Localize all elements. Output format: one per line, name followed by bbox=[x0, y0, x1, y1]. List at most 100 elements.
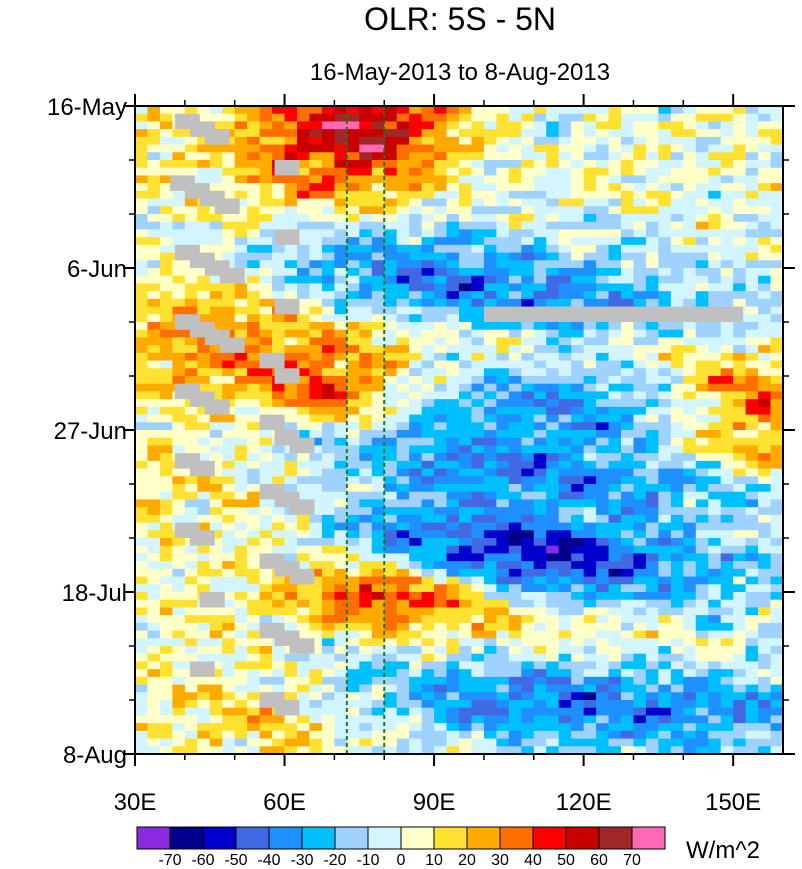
field-cell bbox=[384, 106, 398, 115]
field-cell bbox=[596, 221, 610, 231]
field-cell bbox=[546, 136, 560, 146]
field-cell bbox=[247, 391, 261, 400]
field-cell bbox=[758, 399, 772, 408]
field-cell bbox=[745, 244, 759, 254]
field-cell bbox=[708, 144, 722, 153]
field-cell bbox=[247, 106, 261, 115]
field-cell bbox=[259, 738, 273, 747]
field-cell bbox=[583, 592, 597, 601]
field-cell bbox=[683, 206, 697, 215]
field-cell bbox=[770, 113, 784, 123]
field-cell bbox=[670, 244, 684, 254]
field-cell bbox=[483, 445, 497, 454]
field-cell bbox=[259, 314, 273, 323]
field-cell bbox=[396, 337, 410, 346]
field-cell bbox=[172, 476, 186, 485]
field-cell bbox=[621, 484, 635, 493]
field-cell bbox=[384, 646, 398, 655]
field-cell bbox=[446, 530, 460, 539]
field-cell bbox=[496, 106, 510, 115]
field-cell bbox=[421, 383, 435, 393]
field-cell bbox=[247, 646, 261, 655]
field-cell bbox=[608, 383, 622, 393]
field-cell bbox=[222, 723, 236, 732]
field-cell bbox=[558, 460, 572, 470]
field-cell bbox=[421, 314, 435, 323]
field-cell bbox=[621, 723, 635, 732]
field-cell bbox=[533, 360, 547, 369]
field-cell bbox=[758, 622, 772, 632]
field-cell bbox=[297, 368, 311, 377]
field-cell bbox=[334, 453, 348, 462]
field-cell bbox=[496, 553, 510, 562]
field-cell bbox=[571, 414, 585, 423]
field-cell bbox=[247, 553, 261, 562]
field-cell bbox=[209, 352, 223, 362]
field-cell bbox=[159, 576, 173, 585]
field-cell bbox=[159, 468, 173, 477]
field-cell bbox=[645, 592, 659, 601]
field-cell bbox=[695, 522, 709, 531]
field-cell bbox=[670, 453, 684, 462]
field-cell bbox=[346, 437, 360, 447]
field-cell bbox=[483, 430, 497, 439]
field-cell bbox=[209, 376, 223, 385]
field-cell bbox=[645, 437, 659, 447]
field-cell bbox=[321, 460, 335, 470]
field-cell bbox=[658, 445, 672, 454]
field-cell bbox=[259, 522, 273, 531]
field-cell bbox=[770, 615, 784, 624]
field-cell bbox=[309, 584, 323, 593]
field-cell bbox=[334, 275, 348, 285]
field-cell bbox=[633, 460, 647, 470]
field-cell bbox=[745, 167, 759, 177]
field-cell bbox=[297, 329, 311, 339]
field-cell bbox=[758, 553, 772, 562]
field-cell bbox=[733, 430, 747, 439]
field-cell bbox=[222, 491, 236, 501]
field-cell bbox=[384, 383, 398, 393]
field-cell bbox=[621, 183, 635, 192]
field-cell bbox=[658, 383, 672, 393]
field-cell bbox=[571, 599, 585, 609]
field-cell bbox=[621, 746, 635, 755]
field-cell bbox=[197, 345, 211, 354]
field-cell bbox=[159, 268, 173, 277]
field-cell bbox=[633, 453, 647, 462]
field-cell bbox=[508, 160, 522, 169]
y-tick-label: 18-Jul bbox=[62, 580, 127, 607]
field-cell bbox=[471, 214, 485, 223]
field-cell bbox=[384, 368, 398, 377]
field-cell bbox=[658, 152, 672, 161]
field-cell bbox=[247, 260, 261, 269]
field-cell bbox=[633, 584, 647, 593]
missing-block bbox=[214, 198, 240, 214]
field-cell bbox=[359, 160, 373, 169]
field-cell bbox=[558, 329, 572, 339]
field-cell bbox=[683, 491, 697, 501]
field-cell bbox=[147, 615, 161, 624]
y-tick-label: 16-May bbox=[47, 94, 127, 121]
field-cell bbox=[334, 653, 348, 663]
field-cell bbox=[309, 183, 323, 192]
field-cell bbox=[135, 522, 149, 531]
field-cell bbox=[483, 352, 497, 362]
field-cell bbox=[359, 468, 373, 477]
field-cell bbox=[708, 283, 722, 292]
field-cell bbox=[621, 684, 635, 693]
field-cell bbox=[496, 229, 510, 238]
field-cell bbox=[583, 453, 597, 462]
field-cell bbox=[708, 545, 722, 555]
field-cell bbox=[272, 121, 286, 130]
field-cell bbox=[558, 167, 572, 177]
field-cell bbox=[297, 584, 311, 593]
field-cell bbox=[359, 638, 373, 647]
field-cell bbox=[209, 700, 223, 709]
field-cell bbox=[483, 322, 497, 331]
field-cell bbox=[309, 329, 323, 339]
field-cell bbox=[297, 306, 311, 315]
field-cell bbox=[321, 244, 335, 254]
field-cell bbox=[359, 445, 373, 454]
field-cell bbox=[683, 376, 697, 385]
field-cell bbox=[334, 669, 348, 678]
